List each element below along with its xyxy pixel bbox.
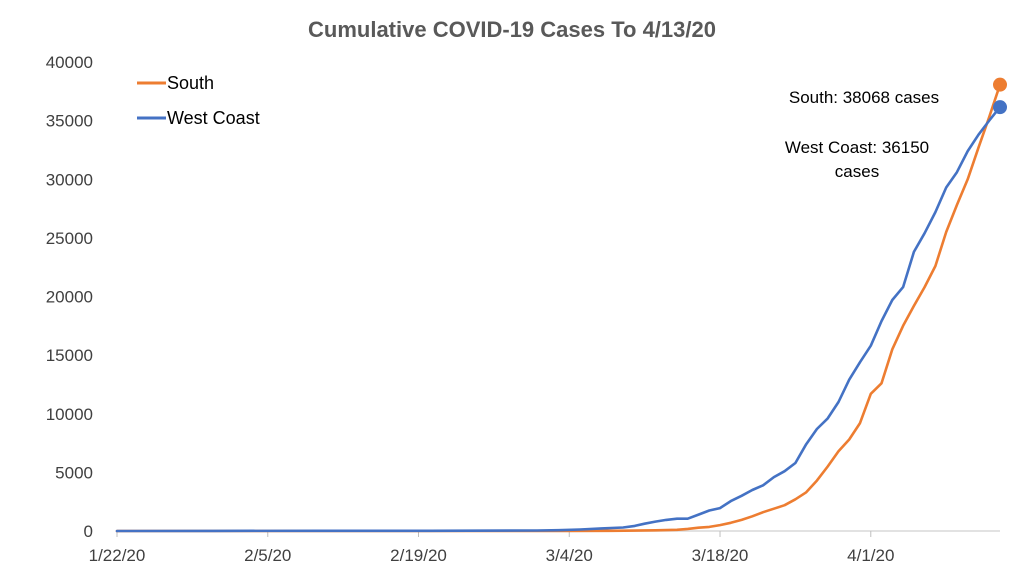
x-tick-label: 4/1/20 [847, 546, 894, 565]
west-coast-end-marker [993, 100, 1007, 115]
x-tick-label: 3/4/20 [546, 546, 593, 565]
y-axis: 0 5000 10000 15000 20000 25000 30000 35000 40000 [46, 53, 93, 541]
y-tick-label: 30000 [46, 170, 93, 189]
legend-label-west-coast: West Coast [167, 108, 260, 128]
y-tick-label: 15000 [46, 346, 93, 365]
x-tick-label: 2/19/20 [390, 546, 447, 565]
y-tick-label: 0 [84, 522, 93, 541]
chart-title: Cumulative COVID-19 Cases To 4/13/20 [308, 17, 716, 42]
south-series-line [115, 83, 1002, 533]
west-coast-series-line [115, 105, 1002, 533]
x-tick-label: 3/18/20 [692, 546, 749, 565]
annotation-line: West Coast: 36150 [785, 138, 929, 157]
annotations: South: 38068 cases West Coast: 36150 cases [785, 88, 939, 181]
series-layer [115, 77, 1007, 533]
y-tick-label: 20000 [46, 288, 93, 307]
y-tick-label: 25000 [46, 229, 93, 248]
y-tick-label: 5000 [55, 463, 93, 482]
x-tick-label: 2/5/20 [244, 546, 291, 565]
y-tick-label: 35000 [46, 112, 93, 131]
x-tick-label: 1/22/20 [89, 546, 146, 565]
legend-label-south: South [167, 73, 214, 93]
legend: South West Coast [137, 73, 260, 128]
annotation-south: South: 38068 cases [789, 88, 939, 107]
annotation-line: cases [835, 162, 879, 181]
annotation-line: South: 38068 cases [789, 88, 939, 107]
y-tick-label: 40000 [46, 53, 93, 72]
x-axis: 1/22/20 2/5/20 2/19/20 3/4/20 3/18/20 4/1/20 [89, 530, 1000, 565]
annotation-west-coast: West Coast: 36150 cases [785, 138, 929, 181]
y-tick-label: 10000 [46, 405, 93, 424]
south-end-marker [993, 77, 1007, 92]
